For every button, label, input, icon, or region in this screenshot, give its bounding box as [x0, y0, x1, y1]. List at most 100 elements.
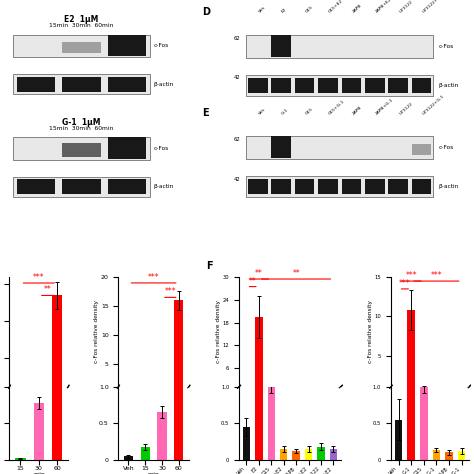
Text: ***: *** [33, 273, 45, 282]
Y-axis label: c-Fos relative density: c-Fos relative density [94, 301, 100, 364]
Bar [108, 179, 146, 194]
Bar [445, 394, 453, 395]
Bar [13, 176, 150, 197]
Bar [246, 176, 433, 197]
Text: Veh: Veh [258, 6, 266, 14]
Bar [341, 78, 361, 93]
Bar [34, 403, 44, 460]
Bar [295, 179, 314, 194]
Bar [13, 35, 150, 57]
Text: c-Fos: c-Fos [154, 44, 169, 48]
Text: β-actin: β-actin [438, 184, 459, 189]
Y-axis label: c-Fos relative density: c-Fos relative density [216, 301, 221, 364]
Bar [295, 78, 314, 93]
Text: G15+G-1: G15+G-1 [328, 99, 346, 116]
Text: U73122+G-1: U73122+G-1 [421, 94, 445, 116]
Bar [13, 74, 150, 94]
Bar [52, 0, 62, 460]
Bar [174, 0, 183, 460]
Bar [124, 456, 133, 460]
Text: 2APB: 2APB [351, 105, 363, 116]
Text: E2: E2 [281, 8, 288, 14]
Text: F: F [207, 261, 213, 271]
Text: 2APB+E2: 2APB+E2 [375, 0, 392, 14]
Text: 62: 62 [234, 36, 241, 41]
Bar [141, 392, 150, 393]
Bar [388, 179, 408, 194]
Text: ***: *** [164, 287, 176, 296]
Bar [157, 389, 166, 393]
Bar [408, 0, 415, 460]
Bar [246, 75, 433, 96]
Text: **: ** [292, 269, 300, 278]
Bar [271, 137, 291, 158]
Bar [243, 427, 250, 460]
Bar [420, 387, 428, 395]
Text: 42: 42 [234, 177, 241, 182]
Text: c-Fos: c-Fos [438, 44, 454, 49]
Bar [341, 179, 361, 194]
Text: Veh: Veh [258, 107, 266, 116]
Bar [108, 137, 146, 159]
Bar [365, 179, 384, 194]
Text: 15min  30min  60min: 15min 30min 60min [49, 126, 114, 131]
Bar [458, 451, 465, 460]
Bar [318, 179, 338, 194]
Bar [174, 300, 183, 393]
Text: G15: G15 [304, 5, 314, 14]
Bar [243, 389, 250, 391]
Bar [246, 137, 433, 159]
Text: 15min  30min  60min: 15min 30min 60min [49, 23, 114, 28]
Text: E: E [202, 108, 209, 118]
Bar [412, 144, 431, 155]
Bar [395, 391, 402, 395]
Text: c-Fos: c-Fos [154, 146, 169, 151]
Text: β-actin: β-actin [438, 83, 459, 88]
Text: G-1: G-1 [281, 108, 290, 116]
Bar [108, 77, 146, 92]
Bar [17, 179, 55, 194]
Bar [63, 42, 100, 54]
Bar [280, 390, 287, 391]
Text: 2APB+G-1: 2APB+G-1 [375, 97, 394, 116]
Text: 62: 62 [234, 137, 241, 142]
Bar [16, 458, 26, 460]
Bar [329, 390, 337, 391]
Bar [445, 453, 453, 460]
Text: E2  1μM: E2 1μM [64, 15, 99, 24]
Bar [388, 78, 408, 93]
Text: β-actin: β-actin [154, 184, 174, 189]
Text: ***: *** [431, 271, 442, 280]
Text: U73122: U73122 [398, 101, 413, 116]
Text: ***: *** [405, 271, 417, 280]
Bar [271, 78, 291, 93]
Bar [420, 387, 428, 460]
Bar [317, 447, 325, 460]
Text: **: ** [255, 269, 263, 278]
Text: c-Fos: c-Fos [438, 145, 454, 150]
Bar [157, 412, 166, 460]
Text: **: ** [249, 276, 256, 285]
Bar [305, 390, 312, 391]
Text: 42: 42 [234, 75, 241, 81]
Bar [317, 390, 325, 391]
Text: D: D [202, 7, 210, 17]
Bar [271, 35, 291, 57]
X-axis label: min: min [148, 473, 160, 474]
Text: β-actin: β-actin [154, 82, 174, 87]
Bar [34, 389, 44, 394]
Text: ***: *** [399, 279, 410, 288]
Text: U73122: U73122 [398, 0, 413, 14]
Bar [141, 447, 150, 460]
Bar [412, 179, 431, 194]
Bar [52, 295, 62, 394]
Text: G-1  1μM: G-1 1μM [62, 118, 101, 127]
Bar [412, 78, 431, 93]
Bar [17, 77, 55, 92]
Bar [292, 451, 300, 460]
Y-axis label: c-Fos relative density: c-Fos relative density [368, 301, 373, 364]
Bar [255, 0, 263, 460]
X-axis label: min: min [33, 473, 45, 474]
Bar [246, 35, 433, 58]
Bar [268, 387, 275, 391]
